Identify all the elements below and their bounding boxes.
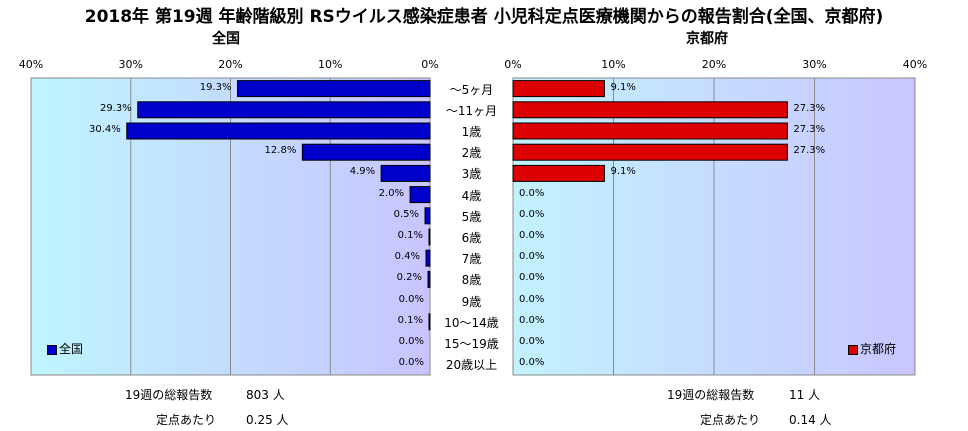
national-bar — [428, 228, 431, 246]
national-bar — [380, 164, 431, 182]
kyoto-bar — [512, 101, 788, 119]
national-value-label: 0.0% — [398, 336, 424, 347]
national-value-label: 0.1% — [397, 230, 424, 241]
national-bar — [301, 143, 431, 161]
kyoto-value-label: 0.0% — [519, 230, 545, 241]
national-value-label: 19.3% — [199, 81, 232, 93]
national-bar — [236, 80, 431, 98]
kyoto-x-tick: 20% — [701, 58, 727, 71]
national-x-tick: 30% — [118, 58, 143, 71]
national-x-tick: 10% — [318, 58, 343, 71]
national-value-label: 0.4% — [394, 251, 421, 263]
national-bar — [126, 122, 431, 140]
kyoto-x-tick: 10% — [601, 58, 626, 71]
kyoto-bar — [512, 143, 788, 161]
kyoto-value-label: 0.0% — [519, 357, 545, 369]
age-group-label: 2歳 — [461, 146, 482, 161]
kyoto-value-label: 0.0% — [519, 272, 545, 284]
national-value-label: 0.5% — [393, 208, 420, 220]
kyoto-value-label: 27.3% — [793, 145, 826, 157]
age-group-label: 20歳以上 — [445, 358, 498, 373]
national-x-tick: 20% — [218, 58, 243, 71]
kyoto-value-label: 9.1% — [610, 166, 636, 178]
kyoto-per-label: 定点あたり — [700, 413, 761, 427]
kyoto-legend-swatch — [848, 344, 858, 355]
national-per-value: 0.25 人 — [246, 413, 289, 427]
kyoto-value-label: 0.0% — [519, 251, 545, 263]
national-value-label: 12.8% — [264, 145, 297, 157]
national-plot-border — [30, 77, 431, 376]
kyoto-x-tick: 30% — [802, 58, 827, 71]
kyoto-value-label: 27.3% — [793, 124, 826, 135]
age-group-label: 3歳 — [461, 167, 482, 182]
national-value-label: 2.0% — [378, 187, 405, 199]
national-value-label: 29.3% — [99, 102, 132, 114]
kyoto-panel-title: 京都府 — [686, 31, 728, 47]
kyoto-legend: 京都府 — [848, 340, 896, 357]
age-group-label: 〜5ヶ月 — [449, 82, 494, 97]
national-value-label: 0.0% — [398, 293, 424, 305]
national-legend: 全国 — [47, 340, 83, 357]
national-bar — [427, 270, 431, 288]
kyoto-value-label: 0.0% — [519, 293, 545, 305]
national-value-label: 0.0% — [398, 357, 424, 369]
kyoto-value-label: 0.0% — [519, 336, 545, 347]
kyoto-legend-label: 京都府 — [860, 342, 897, 356]
kyoto-value-label: 0.0% — [519, 314, 545, 326]
age-group-label: 1歳 — [461, 125, 482, 139]
national-bar — [137, 101, 431, 119]
kyoto-bar — [512, 164, 605, 182]
national-x-tick: 40% — [18, 58, 44, 71]
national-total-label: 19週の総報告数 — [125, 388, 213, 402]
age-group-label: 10〜14歳 — [444, 315, 499, 330]
national-x-tick: 0% — [421, 58, 439, 71]
national-legend-swatch — [47, 344, 57, 355]
kyoto-value-label: 27.3% — [793, 102, 826, 114]
kyoto-plot-border — [512, 77, 916, 376]
national-per-label: 定点あたり — [156, 413, 217, 427]
national-legend-label: 全国 — [59, 342, 84, 356]
national-value-label: 30.4% — [88, 124, 121, 135]
chart-title: 2018年 第19週 年齢階級別 RSウイルス感染症患者 小児科定点医療機関から… — [84, 7, 884, 27]
national-value-label: 0.2% — [396, 272, 423, 284]
national-bar — [425, 249, 431, 267]
national-panel-title: 全国 — [212, 31, 240, 47]
age-group-label: 5歳 — [461, 209, 482, 224]
age-group-label: 15〜19歳 — [444, 337, 499, 351]
age-group-label: 7歳 — [461, 252, 482, 267]
national-bar — [428, 313, 431, 331]
kyoto-x-tick: 40% — [902, 58, 928, 71]
kyoto-per-value: 0.14 人 — [789, 413, 832, 427]
age-group-label: 4歳 — [461, 188, 482, 203]
kyoto-value-label: 0.0% — [519, 208, 545, 220]
kyoto-total-value: 11 人 — [789, 388, 821, 402]
age-group-label: 6歳 — [461, 231, 482, 245]
national-value-label: 0.1% — [397, 314, 424, 326]
kyoto-bar — [512, 80, 605, 98]
national-value-label: 4.9% — [349, 166, 376, 178]
age-group-label: 9歳 — [461, 294, 482, 309]
kyoto-value-label: 0.0% — [519, 187, 545, 199]
age-group-label: 〜11ヶ月 — [445, 103, 498, 118]
age-group-label: 8歳 — [461, 273, 482, 288]
kyoto-total-label: 19週の総報告数 — [667, 388, 755, 402]
national-bar — [424, 207, 431, 225]
kyoto-value-label: 9.1% — [610, 81, 636, 93]
kyoto-x-tick: 0% — [504, 58, 522, 71]
national-bar — [409, 186, 431, 204]
national-total-value: 803 人 — [246, 388, 285, 402]
kyoto-bar — [512, 122, 788, 140]
